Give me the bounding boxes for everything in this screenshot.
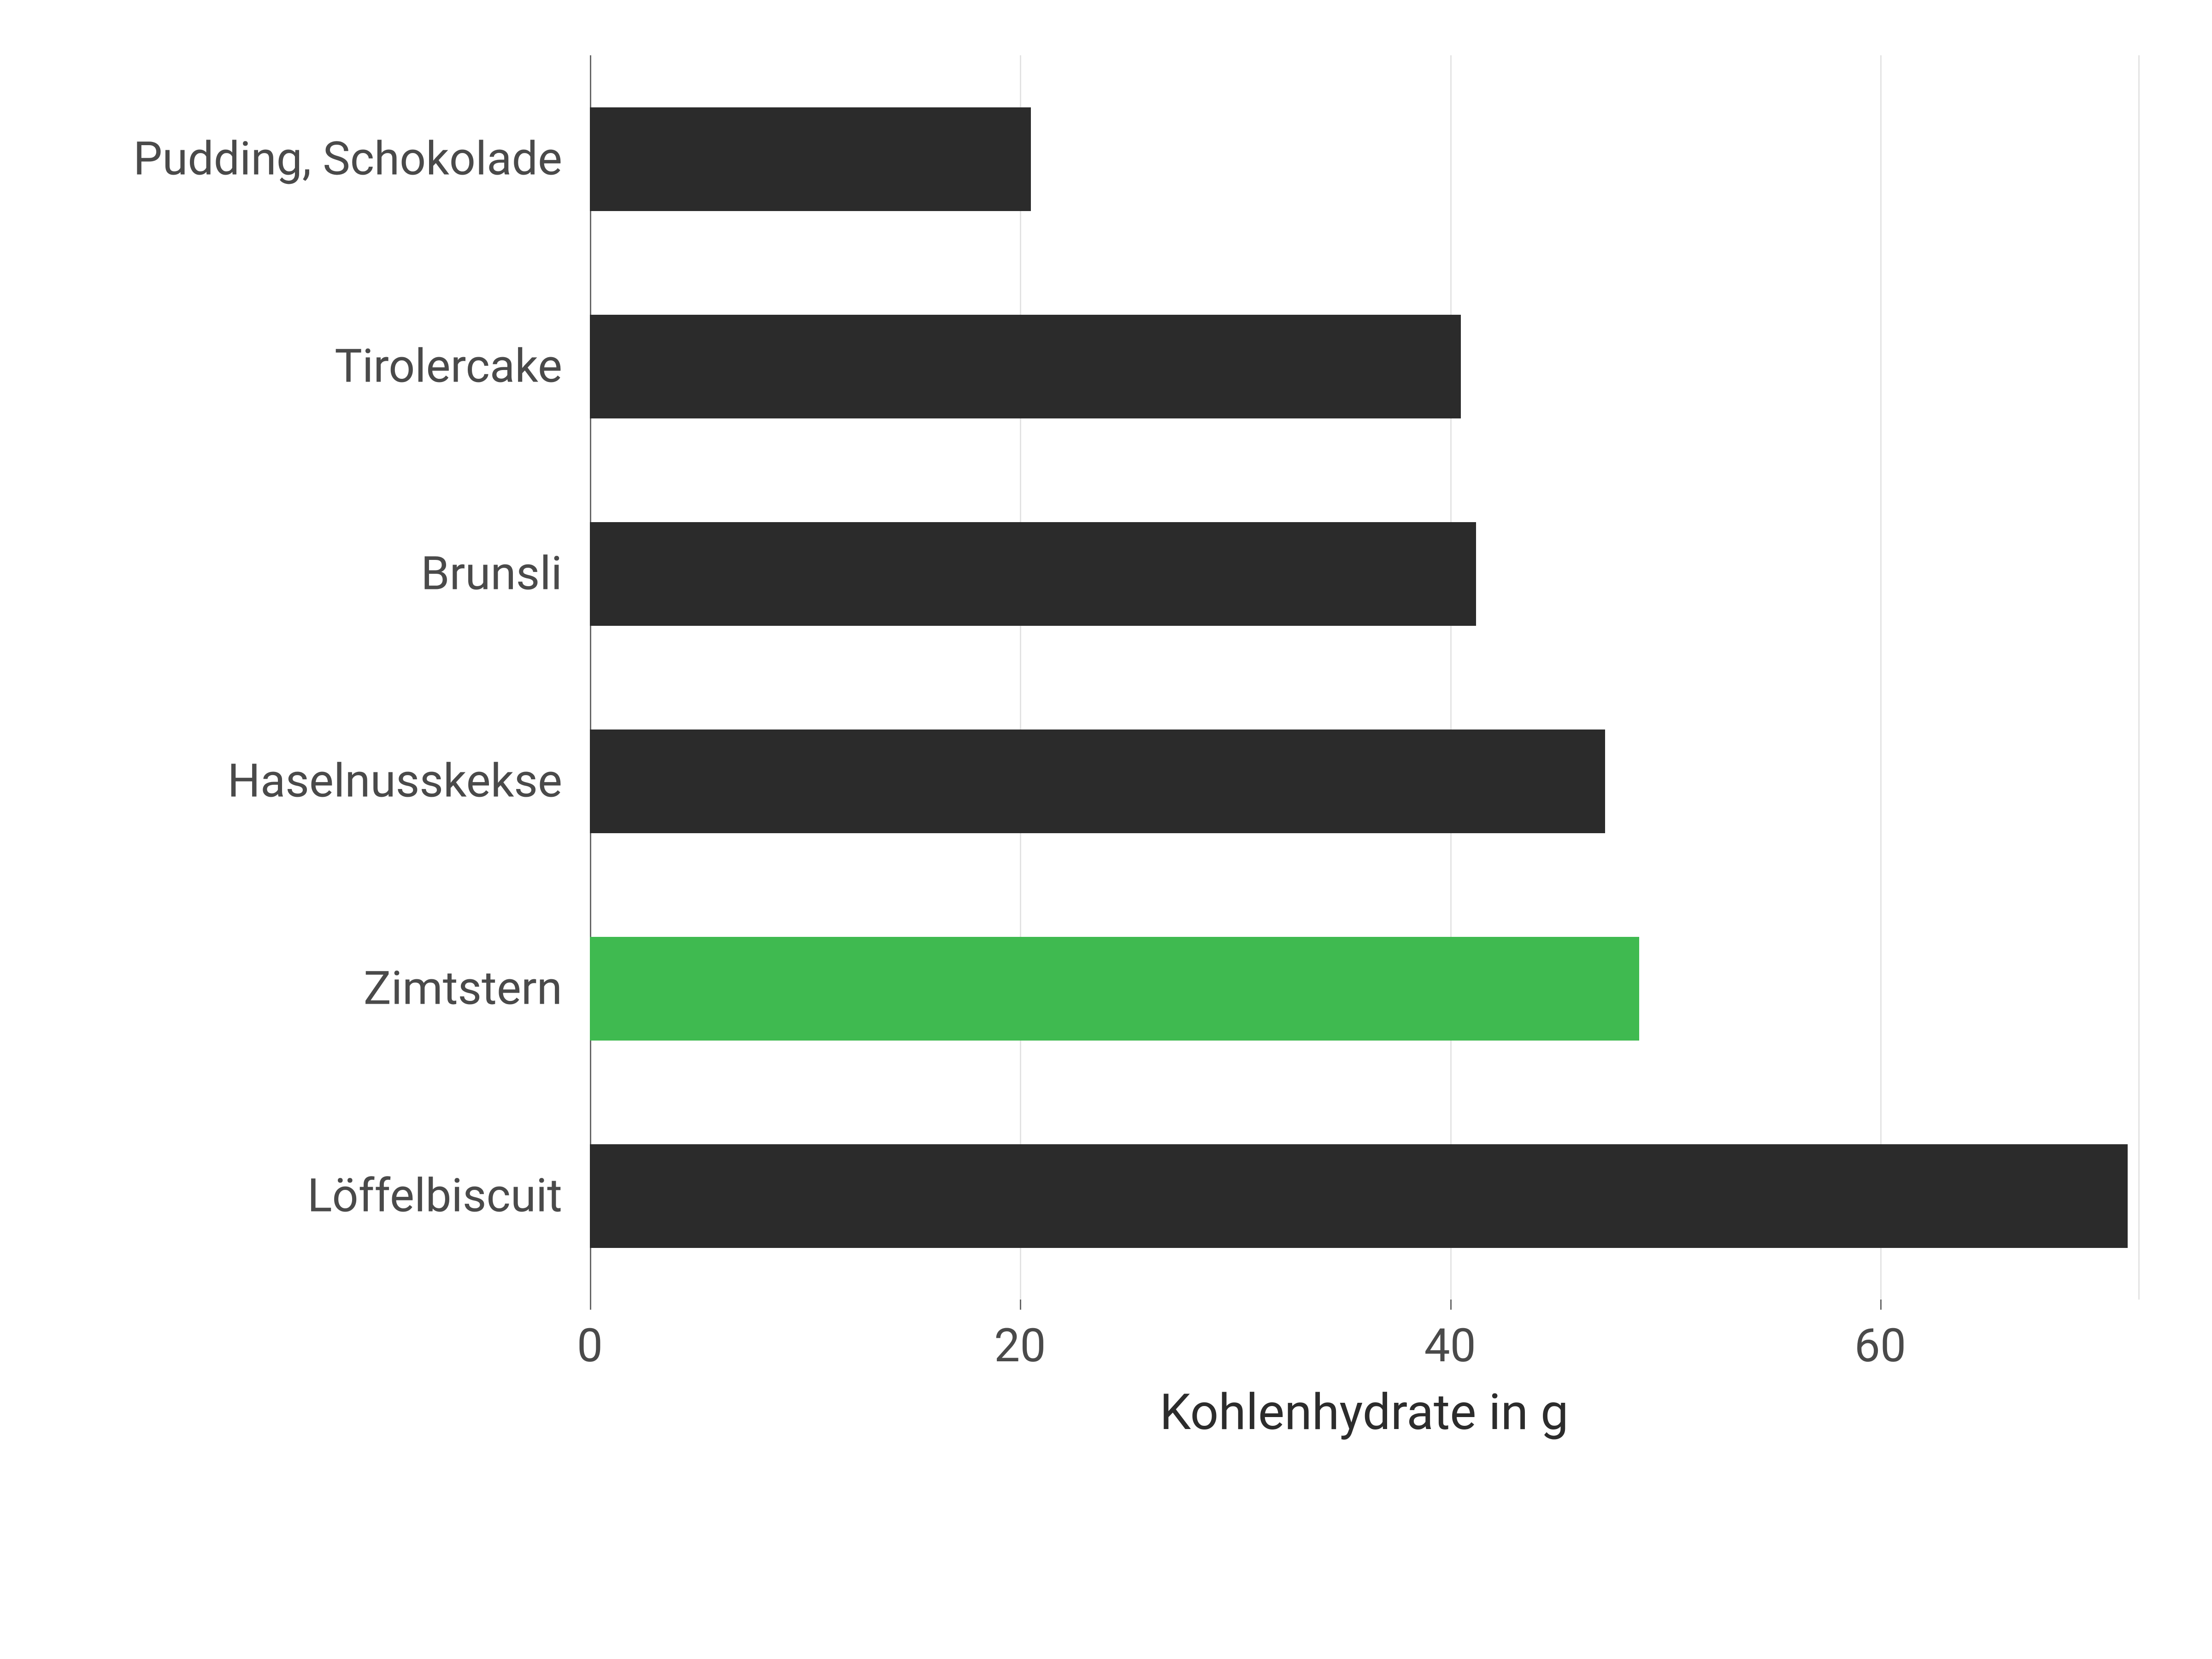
x-axis-tick: [590, 1300, 591, 1310]
plot-area: [590, 55, 2138, 1300]
gridline: [1880, 55, 1882, 1300]
gridline: [2138, 55, 2140, 1300]
bar: [590, 315, 1461, 418]
x-axis-tick-label: 20: [994, 1319, 1046, 1373]
x-axis-tick-label: 0: [577, 1319, 603, 1373]
carbs-bar-chart: Kohlenhydrate in g Pudding, Schokolade Ti…: [0, 0, 2212, 1659]
y-axis-label: Haselnusskekse: [0, 754, 562, 808]
x-axis-title: Kohlenhydrate in g: [1159, 1383, 1568, 1441]
y-axis-label: Tirolercake: [0, 340, 562, 394]
x-axis-tick: [1450, 1300, 1452, 1310]
bar: [590, 1144, 2128, 1248]
y-axis-label: Löffelbiscuit: [0, 1169, 562, 1223]
y-axis-line: [590, 55, 591, 1300]
y-axis-label: Brunsli: [0, 547, 562, 601]
bar: [590, 107, 1031, 211]
x-axis-tick: [1020, 1300, 1021, 1310]
x-axis-tick: [1880, 1300, 1882, 1310]
x-axis-tick-label: 40: [1424, 1319, 1476, 1373]
x-axis-tick-label: 60: [1854, 1319, 1906, 1373]
gridline: [1450, 55, 1452, 1300]
bar: [590, 937, 1639, 1041]
y-axis-label: Zimtstern: [0, 962, 562, 1016]
gridline: [1020, 55, 1021, 1300]
bar: [590, 729, 1605, 833]
y-axis-label: Pudding, Schokolade: [0, 132, 562, 186]
bar: [590, 522, 1476, 626]
